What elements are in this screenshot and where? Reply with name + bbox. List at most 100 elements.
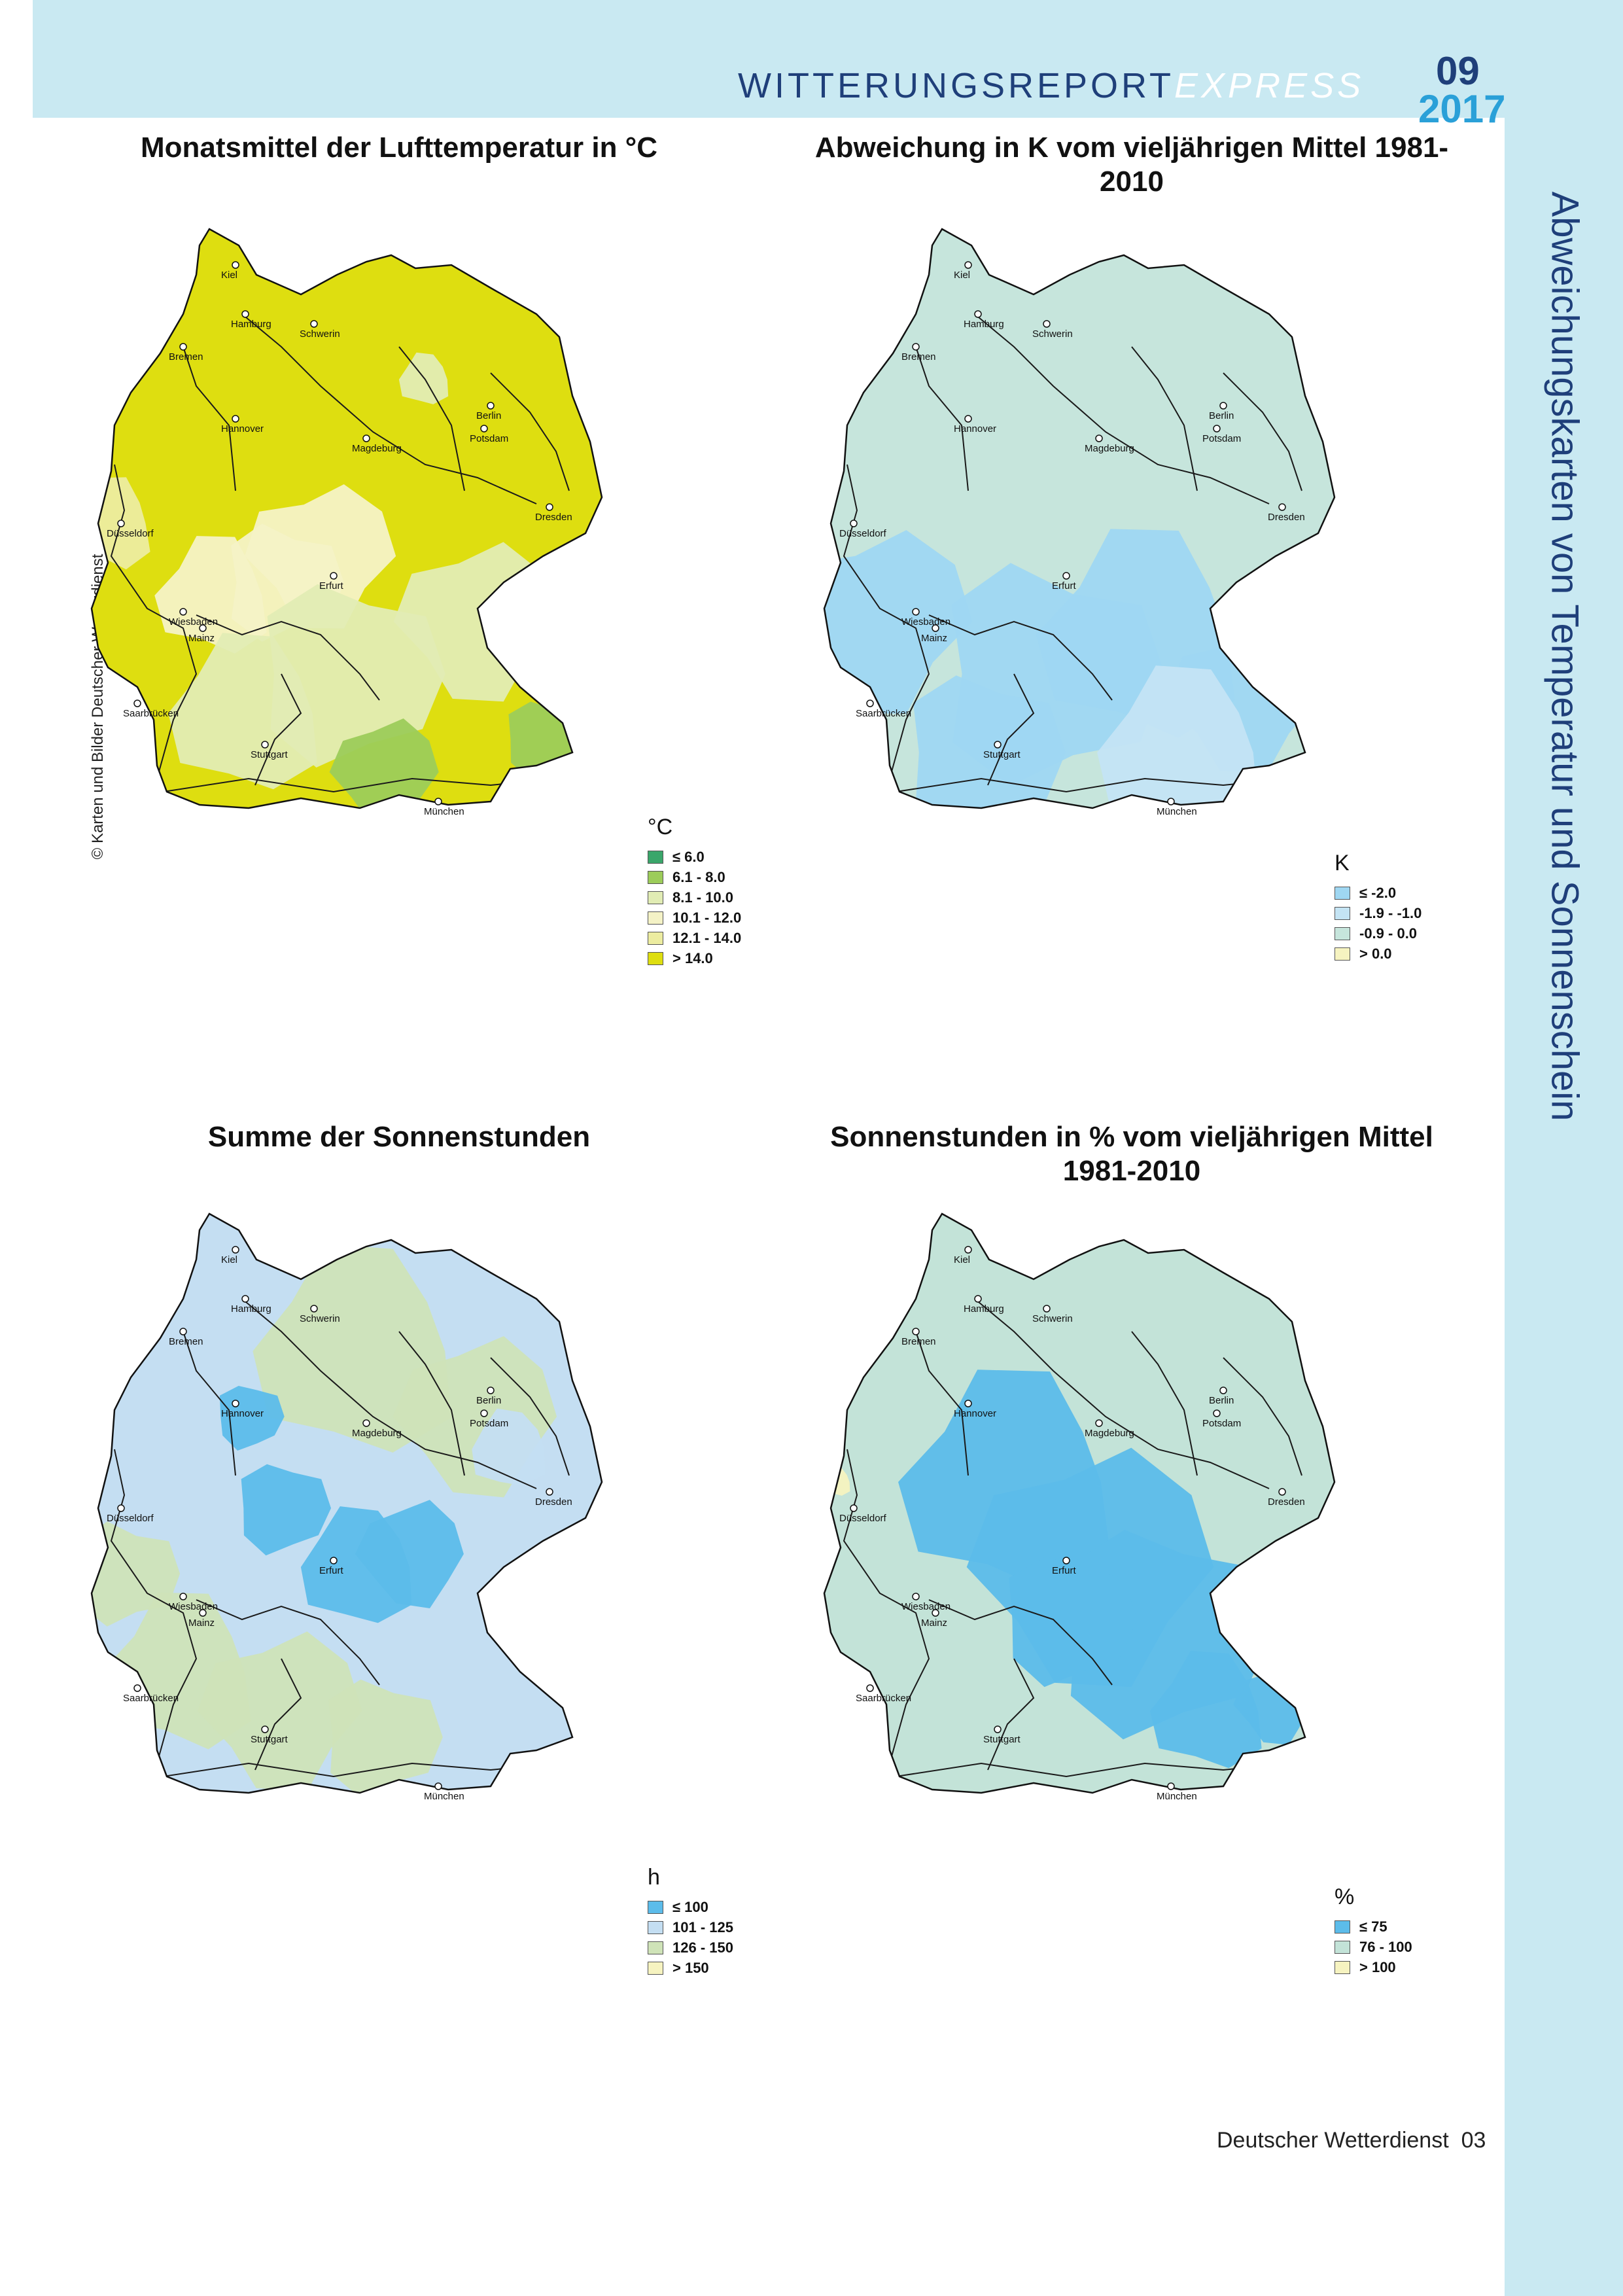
class-region	[328, 1679, 443, 1793]
city-marker	[133, 1684, 141, 1692]
city-marker	[1278, 503, 1286, 511]
city-marker	[1062, 572, 1070, 580]
city-marker	[362, 1419, 370, 1427]
boundary-line	[928, 614, 1113, 701]
city-marker	[964, 261, 972, 269]
city-marker	[546, 503, 553, 511]
legend-label: -0.9 - 0.0	[1359, 925, 1418, 942]
city-label: Dresden	[1268, 512, 1305, 523]
city-marker	[994, 1725, 1002, 1733]
boundary-line	[843, 1449, 930, 1764]
boundary-line	[1131, 1331, 1198, 1476]
city-label: Schwerin	[300, 328, 340, 340]
legend-label: > 14.0	[672, 949, 713, 966]
city-label: Berlin	[476, 1395, 501, 1406]
city-label: Saarbrücken	[856, 708, 911, 719]
city-marker	[964, 415, 972, 423]
boundary-line	[987, 673, 1035, 786]
city-label: Magdeburg	[1085, 1428, 1134, 1439]
city-marker	[480, 1409, 488, 1417]
boundary-line	[987, 1658, 1035, 1771]
city-marker	[487, 1386, 495, 1394]
city-label: Hannover	[954, 423, 996, 434]
city-label: Mainz	[921, 1617, 947, 1629]
city-marker	[964, 1400, 972, 1407]
city-label: Magdeburg	[352, 1428, 402, 1439]
city-marker	[932, 624, 939, 632]
city-marker	[487, 402, 495, 410]
issue-month: 09	[1436, 49, 1480, 93]
boundary-line	[1223, 372, 1302, 491]
city-label: Stuttgart	[251, 1734, 288, 1745]
city-label: Berlin	[1209, 410, 1234, 421]
map-sunshine-graphic: Kiel Hamburg Schwerin Bremen Berlin Potsdam Ha…	[90, 1212, 603, 1802]
city-marker	[1219, 1386, 1227, 1394]
city-label: Düsseldorf	[839, 1513, 887, 1524]
city-marker	[1167, 1782, 1175, 1790]
legend-label: ≤ 100	[672, 1898, 708, 1915]
city-marker	[199, 624, 207, 632]
boundary-line	[974, 1298, 1270, 1489]
city-label: Bremen	[901, 1336, 936, 1347]
legend-temp-deviation: K ≤ -2.0 -1.9 - -1.0 -0.9 - 0.0 > 0.0	[1335, 851, 1422, 964]
city-label: Hannover	[221, 1408, 264, 1419]
city-marker	[232, 1400, 239, 1407]
country-outline	[90, 228, 603, 809]
city-label: Saarbrücken	[856, 1693, 911, 1704]
class-region	[472, 1408, 546, 1486]
map-title-sunshine-percent: Sonnenstunden in % vom vieljährigen Mitt…	[830, 1121, 1433, 1187]
city-label: Wiesbaden	[901, 1601, 951, 1612]
city-label: Erfurt	[319, 580, 344, 592]
city-label: München	[424, 806, 464, 817]
class-region	[1150, 1651, 1262, 1769]
city-label: Berlin	[1209, 1395, 1234, 1406]
city-label: Wiesbaden	[169, 1601, 218, 1612]
legend-item: 6.1 - 8.0	[648, 867, 741, 887]
city-marker	[232, 415, 239, 423]
legend-swatch	[648, 911, 663, 925]
legend-item: > 150	[648, 1958, 733, 1978]
city-marker	[434, 798, 442, 805]
legend-swatch	[648, 1961, 663, 1975]
boundary-line	[183, 1331, 236, 1476]
city-marker	[1213, 1409, 1221, 1417]
legend-item: 76 - 100	[1335, 1937, 1412, 1957]
boundary-line	[196, 614, 380, 701]
city-marker	[232, 1246, 239, 1254]
boundary-line	[110, 1449, 198, 1764]
legend-swatch	[1335, 1960, 1350, 1974]
legend-swatch	[648, 1900, 663, 1914]
city-marker	[310, 1305, 318, 1313]
city-marker	[866, 1684, 874, 1692]
city-marker	[912, 343, 920, 351]
city-label: Potsdam	[470, 1418, 508, 1429]
city-marker	[330, 1557, 338, 1564]
boundary-line	[915, 1331, 969, 1476]
class-region	[854, 229, 936, 270]
city-label: Bremen	[169, 351, 203, 362]
class-region	[1009, 1556, 1138, 1687]
city-label: Kiel	[954, 270, 970, 281]
boundary-line	[110, 464, 198, 779]
class-region	[168, 633, 317, 790]
legend-swatch	[648, 1920, 663, 1934]
map-temp-deviation-graphic: Kiel Hamburg Schwerin Bremen Berlin Potsdam Ha…	[823, 228, 1336, 817]
legend-item: ≤ 100	[648, 1897, 733, 1917]
legend-swatch	[1335, 927, 1350, 940]
class-region	[1297, 1269, 1331, 1303]
city-label: Kiel	[221, 270, 237, 281]
legend-item: -1.9 - -1.0	[1335, 903, 1422, 923]
legend-item: ≤ -2.0	[1335, 883, 1422, 903]
city-marker	[117, 1504, 125, 1512]
class-region	[1097, 665, 1259, 808]
city-marker	[362, 434, 370, 442]
brand-main: WITTERUNGSREPORT	[738, 66, 1175, 105]
city-marker	[1095, 434, 1103, 442]
country-outline	[823, 228, 1336, 809]
city-marker	[912, 1328, 920, 1335]
class-region	[241, 1464, 331, 1556]
boundary-line	[915, 346, 969, 491]
city-label: Wiesbaden	[901, 616, 951, 627]
city-marker	[1213, 425, 1221, 433]
footer: Deutscher Wetterdienst 03	[1217, 2128, 1486, 2153]
